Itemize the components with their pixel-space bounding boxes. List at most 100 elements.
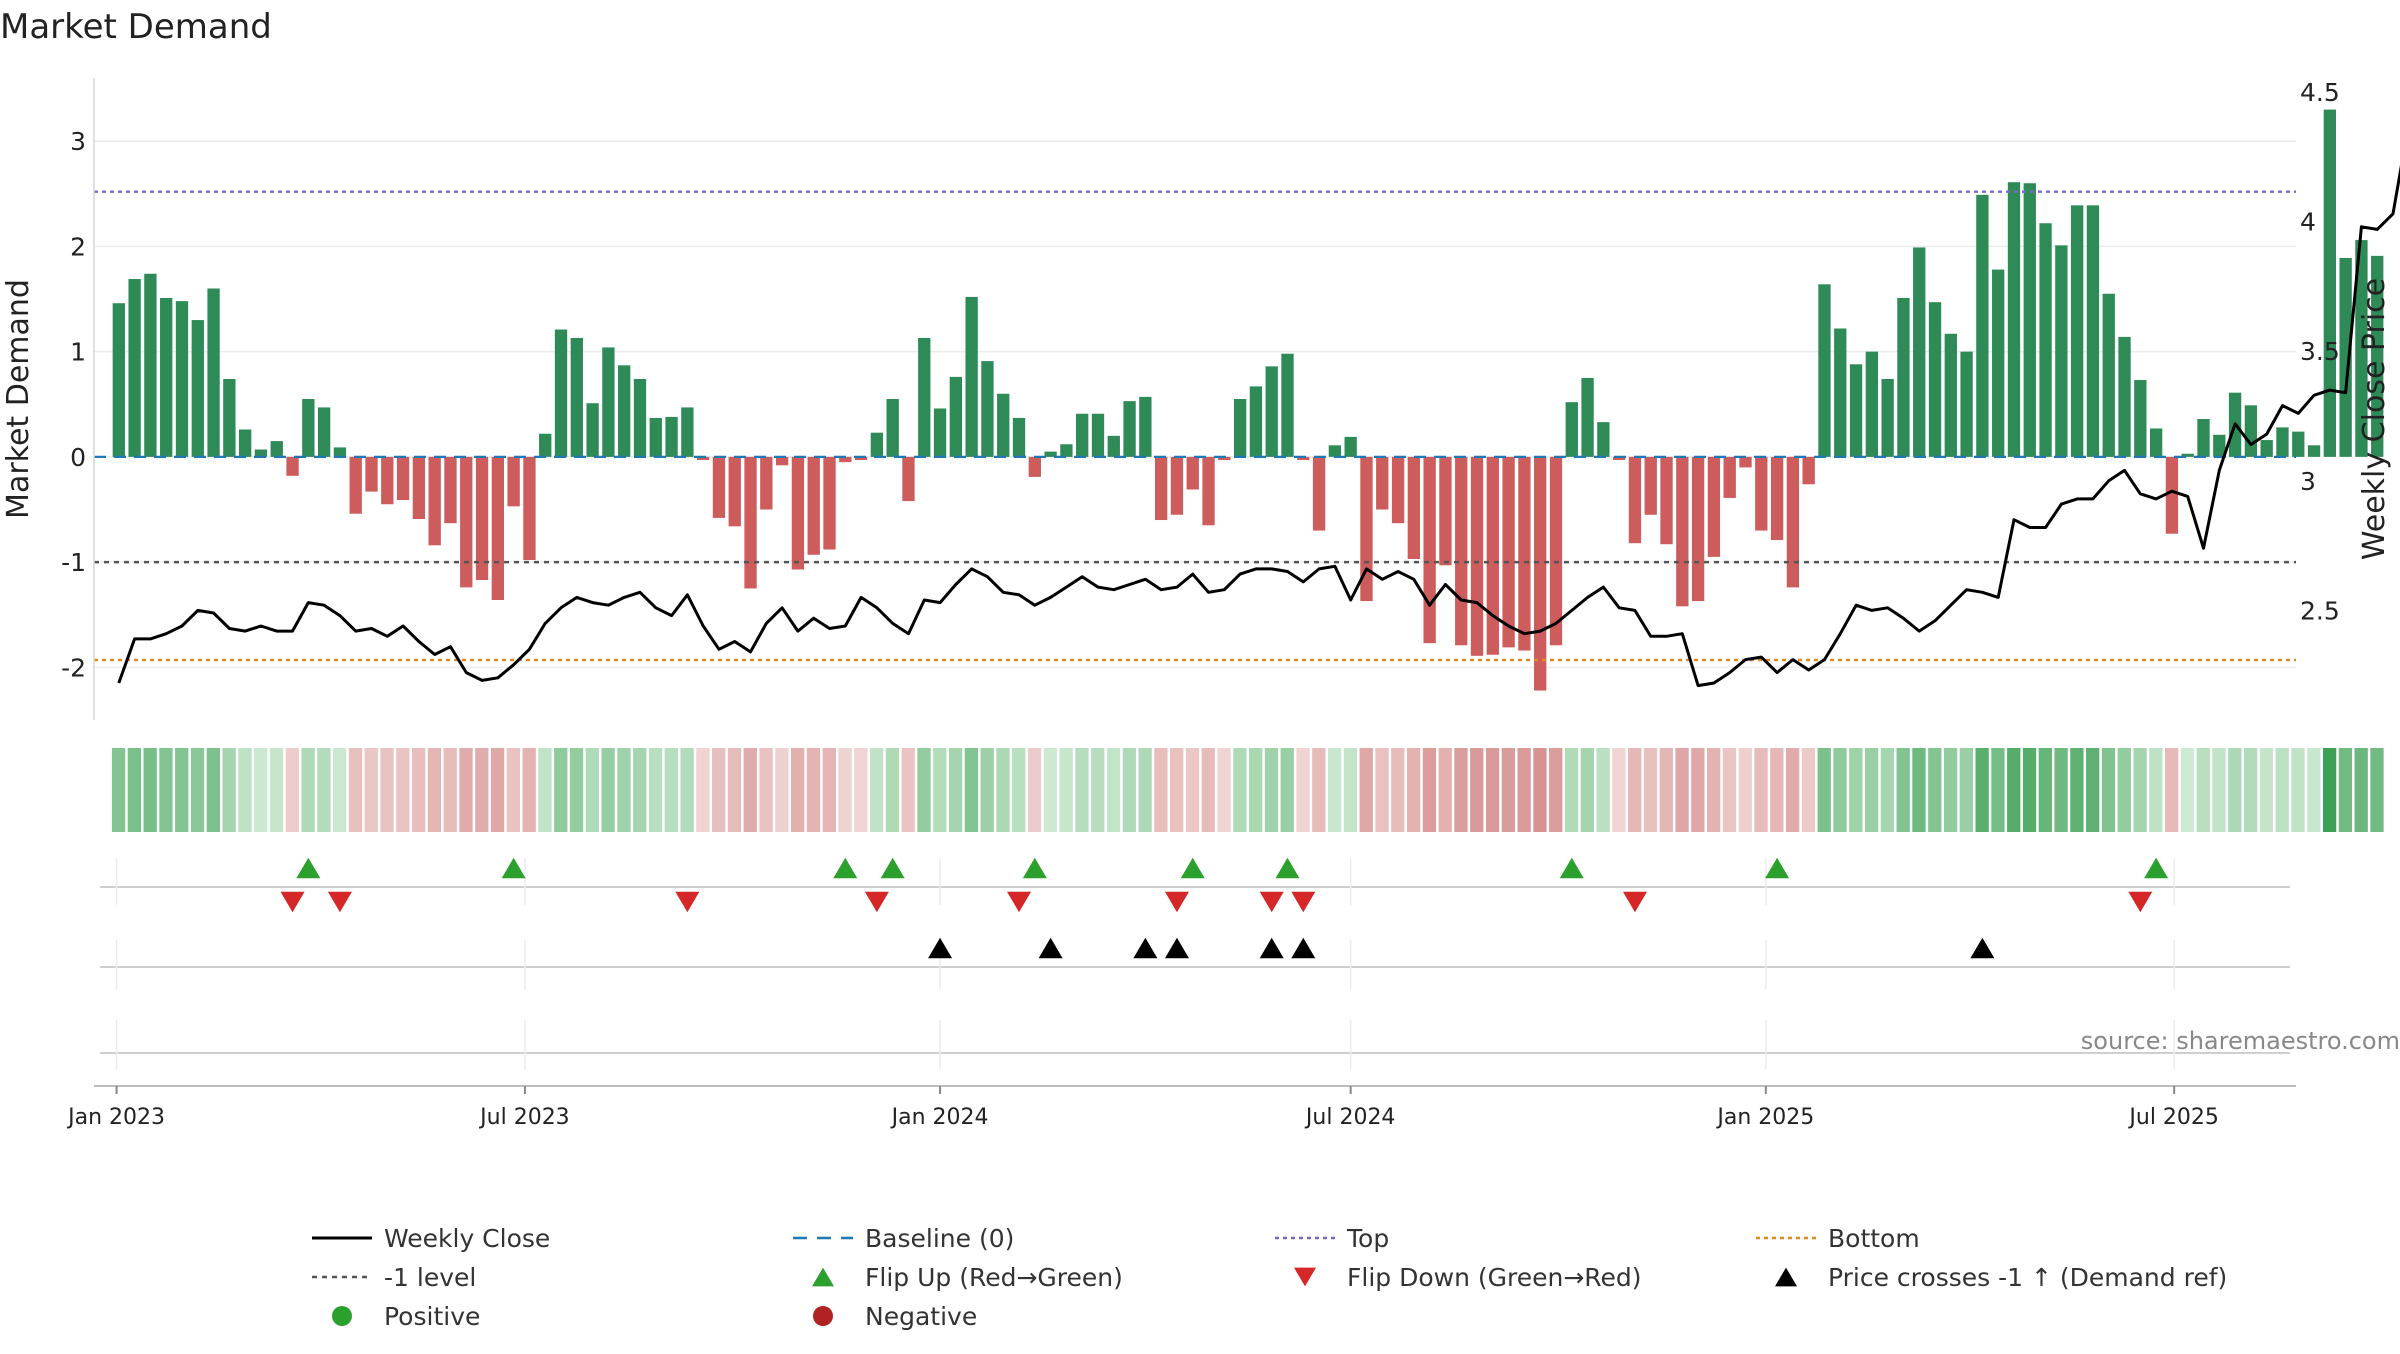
demand-bar-positive <box>1992 269 2005 457</box>
demand-bar-positive <box>1012 417 1026 457</box>
heat-cell <box>1612 748 1626 832</box>
heat-cell <box>1533 748 1547 832</box>
demand-bar-positive <box>2355 240 2368 457</box>
heat-cell <box>2133 748 2147 832</box>
demand-bar-positive <box>1249 386 1263 457</box>
heat-cell <box>854 748 868 832</box>
heat-cell <box>1043 748 1058 832</box>
demand-bar-negative <box>1660 456 1673 545</box>
demand-bar-positive <box>2292 431 2305 457</box>
demand-bars <box>112 109 2384 691</box>
heat-cell <box>1628 748 1642 832</box>
heat-cell <box>1091 748 1105 832</box>
price-cross-marker <box>1259 937 1284 959</box>
heat-cell <box>1833 748 1847 832</box>
demand-bar-positive <box>2149 428 2163 457</box>
demand-bar-negative <box>791 456 805 570</box>
demand-bar-positive <box>2213 434 2226 457</box>
heat-cell <box>475 748 489 832</box>
demand-bar-positive <box>602 347 615 457</box>
heat-cell <box>2212 748 2226 832</box>
heat-cell <box>964 748 979 832</box>
heat-cell <box>1675 748 1689 832</box>
legend-label: Price crosses -1 ↑ (Demand ref) <box>1828 1263 2227 1292</box>
demand-bar-negative <box>823 456 836 550</box>
demand-bar-positive <box>128 279 141 457</box>
heat-cell <box>2054 748 2068 832</box>
y2-axis-label: Weekly Close Price <box>2357 278 2392 560</box>
demand-bar-negative <box>712 456 726 518</box>
heat-cell <box>1075 748 1089 832</box>
source-label: source: sharemaestro.com <box>2081 1027 2400 1055</box>
flip-down-marker <box>327 891 352 913</box>
demand-bar-positive <box>1265 366 1278 457</box>
heat-cell <box>1959 748 1973 832</box>
demand-bar-negative <box>1676 456 1689 607</box>
event-markers <box>100 857 2290 1070</box>
heat-cell <box>1738 748 1752 832</box>
y-tick-label: 3 <box>70 127 86 156</box>
y2-tick-label: 3.5 <box>2300 337 2340 366</box>
demand-bar-positive <box>1976 194 1989 457</box>
heat-cell <box>1501 748 1516 832</box>
heat-cell <box>996 748 1010 832</box>
heat-cell <box>2338 748 2353 832</box>
heat-cell <box>1943 748 1958 832</box>
heat-cell <box>1864 748 1879 832</box>
flip-up-marker <box>1275 857 1300 879</box>
y-tick-label: -2 <box>61 653 86 682</box>
price-cross-marker <box>928 937 953 959</box>
heat-cell <box>2149 748 2163 832</box>
heat-cell <box>111 748 126 832</box>
demand-bar-positive <box>191 320 204 457</box>
heat-cell <box>143 748 157 832</box>
demand-bar-negative <box>1502 456 1515 648</box>
heat-cell <box>1106 748 1121 832</box>
heat-cell <box>1643 748 1658 832</box>
flip-down-marker <box>280 891 305 913</box>
demand-bar-negative <box>1186 456 1199 490</box>
demand-bar-positive <box>1044 451 1057 457</box>
demand-bar-negative <box>775 456 789 466</box>
heat-cell <box>254 748 268 832</box>
heat-cell <box>2322 748 2337 832</box>
flip-up-marker <box>1180 857 1205 879</box>
heat-cell <box>2101 748 2116 832</box>
demand-bar-negative <box>1770 456 1784 541</box>
heat-cell <box>222 748 236 832</box>
heat-cell <box>1580 748 1594 832</box>
heat-cell <box>617 748 631 832</box>
heat-cell <box>1754 748 1768 832</box>
demand-bar-negative <box>428 456 441 546</box>
heat-cell <box>917 748 931 832</box>
heat-cell <box>1201 748 1215 832</box>
legend-label: Weekly Close <box>384 1224 550 1253</box>
heat-cell <box>206 748 220 832</box>
legend-swatch-negative <box>813 1306 833 1326</box>
demand-bar-positive <box>1123 401 1136 457</box>
heat-cell <box>1327 748 1342 832</box>
demand-bar-positive <box>618 365 631 457</box>
demand-bar-positive <box>981 361 994 457</box>
flip-up-marker <box>1559 857 1584 879</box>
legend-item-minus1: -1 level <box>312 1263 476 1292</box>
flip-down-marker <box>1622 891 1647 913</box>
heat-cell <box>1343 748 1358 832</box>
demand-bar-positive <box>1960 351 1973 457</box>
demand-bar-positive <box>1076 413 1089 457</box>
demand-bar-negative <box>1755 456 1768 531</box>
y-tick-label: 1 <box>70 338 86 367</box>
demand-bar-positive <box>160 297 173 457</box>
heat-cell <box>1154 748 1168 832</box>
heat-cell <box>696 748 710 832</box>
flip-down-marker <box>864 891 889 913</box>
demand-bar-negative <box>1170 456 1184 515</box>
demand-bar-positive <box>649 417 662 457</box>
demand-bar-negative <box>902 456 915 502</box>
heat-cell <box>2259 748 2274 832</box>
y-tick-label: 0 <box>70 443 86 472</box>
demand-bar-negative <box>475 456 489 581</box>
demand-bar-negative <box>1455 456 1468 646</box>
demand-bar-positive <box>1233 399 1247 457</box>
